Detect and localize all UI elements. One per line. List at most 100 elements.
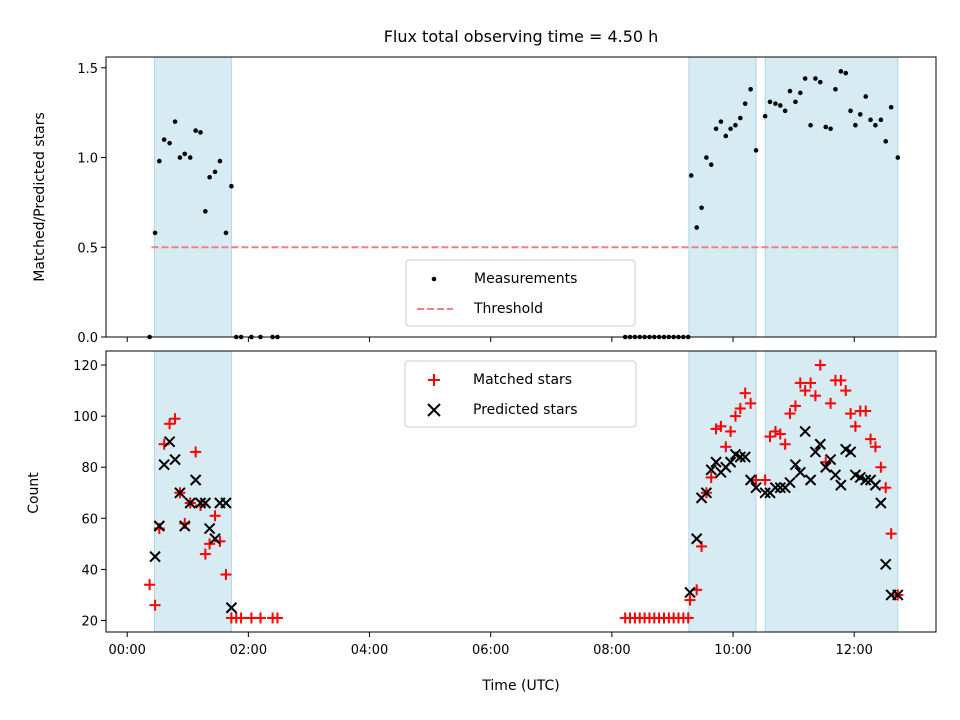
matched-stars-point bbox=[779, 438, 791, 450]
legend-box bbox=[404, 360, 637, 428]
measurements-point bbox=[873, 122, 878, 128]
matched-stars-point bbox=[190, 446, 202, 458]
matched-stars-point bbox=[739, 387, 751, 399]
matched-stars-point bbox=[805, 377, 817, 389]
matched-stars-point bbox=[715, 420, 727, 432]
observing-window-0 bbox=[153, 350, 232, 633]
y-axis-ticks: 0.0 0.5 1.0 1.5 bbox=[77, 62, 106, 346]
measurements-point bbox=[823, 124, 829, 130]
y-tick-label: 0.0 bbox=[77, 331, 98, 346]
y-tick-label: 40 bbox=[81, 563, 98, 578]
predicted-stars-point bbox=[784, 476, 796, 489]
measurements-point bbox=[728, 126, 733, 132]
predicted-stars-point bbox=[690, 533, 703, 545]
y-tick-label: 100 bbox=[73, 410, 98, 425]
measurements-point bbox=[777, 103, 783, 108]
measurements-point bbox=[853, 122, 858, 128]
matched-stars-point bbox=[794, 377, 806, 389]
predicted-stars-point bbox=[739, 451, 751, 463]
measurements-point bbox=[694, 225, 699, 230]
measurements-point bbox=[888, 104, 894, 110]
matched-stars-point bbox=[169, 413, 181, 425]
y-tick-label: 80 bbox=[81, 461, 98, 476]
measurements-point bbox=[828, 126, 833, 132]
matched-stars-point bbox=[235, 612, 247, 624]
measurements-point bbox=[699, 205, 704, 211]
top-panel: 0.0 0.5 1.0 1.5 Matched/Predicted stars Mea… bbox=[32, 56, 937, 346]
measurements-point bbox=[203, 209, 208, 214]
measurements-point bbox=[848, 108, 853, 114]
matched-stars-point bbox=[759, 474, 771, 486]
matched-stars-point bbox=[875, 461, 887, 473]
predicted-stars-point bbox=[844, 446, 857, 458]
matched-stars-point bbox=[682, 612, 694, 624]
predicted-stars-point bbox=[700, 487, 713, 499]
measurements-point bbox=[708, 162, 714, 167]
x-tick-label: 12:00 bbox=[835, 643, 872, 658]
measurements-point bbox=[883, 139, 889, 144]
y-tick-label: 1.5 bbox=[77, 62, 98, 77]
predicted-stars-point bbox=[789, 458, 802, 471]
matched-stars-point bbox=[734, 402, 746, 414]
matched-stars-point bbox=[199, 548, 211, 560]
x-tick-label: 10:00 bbox=[714, 643, 751, 658]
legend: Measurements Threshold bbox=[405, 259, 636, 327]
measurements-point bbox=[797, 90, 803, 96]
matched-stars-point bbox=[209, 510, 221, 522]
predicted-stars-point bbox=[174, 487, 186, 499]
matched-stars-point bbox=[885, 528, 897, 540]
x-tick-label: 08:00 bbox=[593, 643, 630, 658]
predicted-stars-point bbox=[875, 497, 887, 509]
y-tick-label: 20 bbox=[81, 615, 98, 630]
matched-stars-point bbox=[204, 538, 216, 550]
legend-label-matched: Matched stars bbox=[473, 372, 572, 388]
legend-label-predicted: Predicted stars bbox=[473, 402, 578, 418]
matched-stars-point bbox=[880, 482, 892, 494]
matched-stars-point bbox=[814, 359, 826, 371]
predicted-stars-point bbox=[804, 474, 817, 486]
measurements-point bbox=[704, 155, 709, 160]
x-axis-label: Time (UTC) bbox=[481, 678, 559, 694]
measurements-point bbox=[773, 101, 778, 106]
measurements-point bbox=[793, 99, 798, 105]
matched-stars-point bbox=[725, 425, 737, 437]
measurements-point bbox=[742, 101, 748, 106]
measurements-point bbox=[177, 155, 183, 160]
matched-stars-point bbox=[764, 431, 776, 443]
measurements-point bbox=[767, 99, 773, 105]
matched-stars-point bbox=[144, 579, 156, 591]
measurements-point bbox=[833, 87, 838, 92]
predicted-stars-point bbox=[759, 487, 771, 499]
y-axis-ticks: 20 40 60 80 100 120 bbox=[73, 359, 106, 630]
predicted-stars-point bbox=[744, 474, 757, 486]
measurements-point bbox=[733, 122, 738, 128]
predicted-stars-point bbox=[835, 479, 847, 491]
predicted-stars-point bbox=[199, 497, 212, 509]
predicted-stars-point bbox=[203, 522, 216, 535]
y-tick-label: 60 bbox=[81, 512, 98, 527]
matched-stars-point bbox=[745, 397, 757, 409]
observing-window-0 bbox=[153, 56, 232, 338]
matched-stars-point bbox=[869, 441, 881, 453]
predicted-stars-point bbox=[149, 550, 161, 563]
y-axis-label: Count bbox=[26, 472, 42, 514]
predicted-stars-point bbox=[769, 481, 782, 494]
matched-stars-point bbox=[774, 428, 786, 440]
predicted-stars-point bbox=[194, 497, 207, 509]
matched-stars-point bbox=[865, 433, 877, 445]
predicted-stars-point bbox=[710, 456, 722, 468]
measurements-point bbox=[782, 108, 788, 114]
matched-stars-point bbox=[789, 400, 801, 412]
matched-stars-point bbox=[164, 418, 176, 430]
matched-stars-point bbox=[710, 423, 722, 435]
measurements-point bbox=[198, 130, 203, 135]
plot-frame bbox=[105, 56, 937, 338]
measurements-point bbox=[187, 155, 193, 160]
measurements-point bbox=[713, 126, 719, 132]
measurements-point bbox=[787, 88, 793, 94]
predicted-stars-point bbox=[169, 453, 181, 466]
y-tick-label: 1.0 bbox=[77, 152, 98, 167]
predicted-stars-point bbox=[880, 558, 892, 571]
matched-stars-point bbox=[720, 441, 732, 453]
